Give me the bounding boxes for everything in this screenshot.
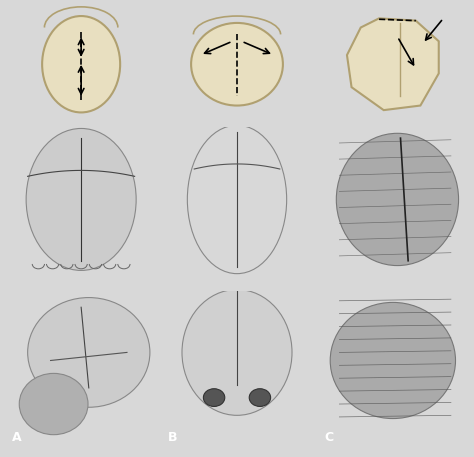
Text: B: B xyxy=(168,431,178,444)
Ellipse shape xyxy=(187,125,287,274)
Ellipse shape xyxy=(191,23,283,106)
Ellipse shape xyxy=(337,133,458,266)
Polygon shape xyxy=(347,18,439,110)
Ellipse shape xyxy=(330,303,456,419)
Ellipse shape xyxy=(27,298,150,407)
Ellipse shape xyxy=(249,389,271,406)
Ellipse shape xyxy=(203,389,225,406)
Text: A: A xyxy=(12,431,22,444)
Ellipse shape xyxy=(42,16,120,112)
Text: C: C xyxy=(324,431,333,444)
Ellipse shape xyxy=(19,373,88,435)
Ellipse shape xyxy=(182,289,292,415)
Ellipse shape xyxy=(26,128,136,271)
